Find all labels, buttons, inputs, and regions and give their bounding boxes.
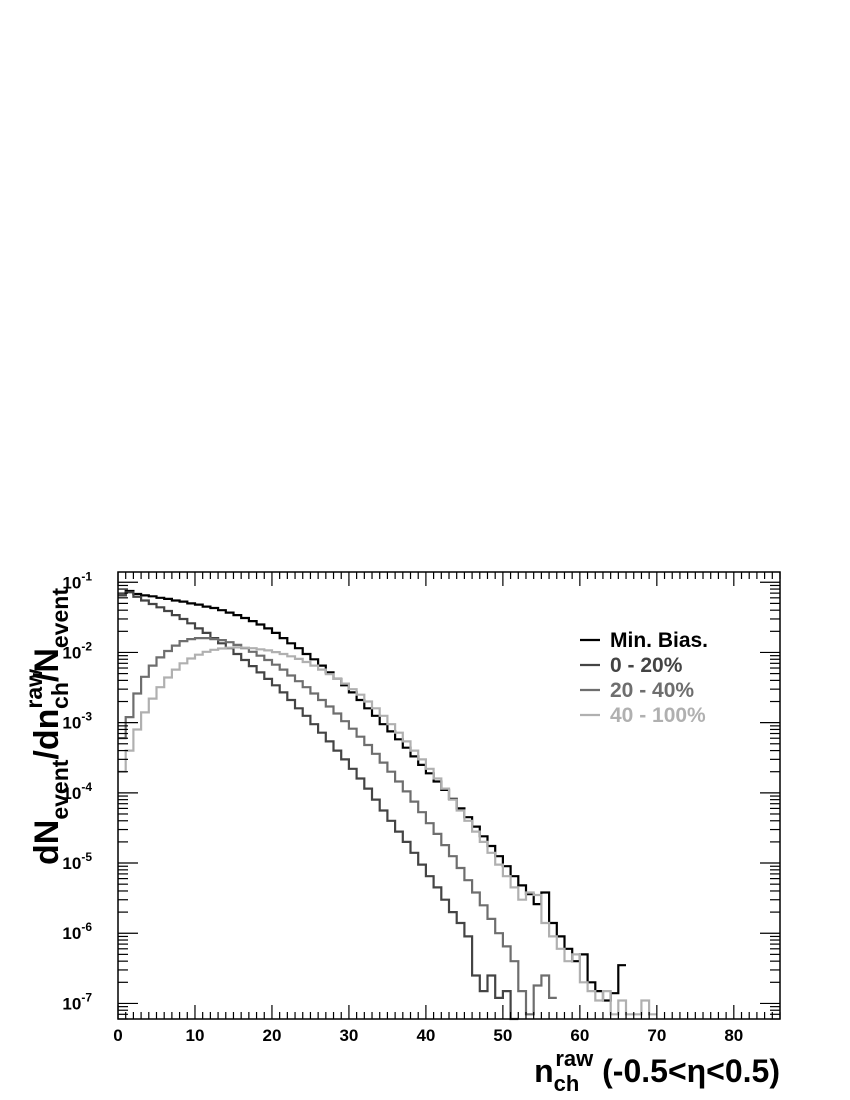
legend-label: 0 - 20% xyxy=(610,654,683,677)
tick-labels: 0 10 20 30 40 50 60 70 80 10-1 10-2 10-3 10-4 10-5 10-… xyxy=(62,569,743,1045)
x-tick-label: 60 xyxy=(570,1026,589,1045)
x-tick-label: 30 xyxy=(339,1026,358,1045)
y-axis-title: dNevent/dnrawch/Nevent xyxy=(21,588,73,865)
x-tick-label: 40 xyxy=(416,1026,435,1045)
legend: Min. Bias.0 - 20%20 - 40%40 - 100% xyxy=(580,629,708,727)
legend-label: Min. Bias. xyxy=(610,629,708,652)
y-tick-label: 10-6 xyxy=(62,920,92,943)
x-tick-label: 0 xyxy=(113,1026,122,1045)
series-line-1 xyxy=(118,591,519,1021)
series-layer xyxy=(118,589,657,1021)
legend-label: 20 - 40% xyxy=(610,679,694,702)
x-tick-label: 50 xyxy=(493,1026,512,1045)
y-tick-label: 10-3 xyxy=(62,710,92,733)
y-tick-label: 10-5 xyxy=(62,850,92,873)
legend-label: 40 - 100% xyxy=(610,704,706,727)
y-tick-label: 10-4 xyxy=(62,780,92,803)
y-tick-label: 10-7 xyxy=(62,990,92,1013)
y-tick-label: 10-2 xyxy=(62,639,92,662)
x-tick-label: 80 xyxy=(724,1026,743,1045)
x-tick-label: 70 xyxy=(647,1026,666,1045)
y-tick-label: 10-1 xyxy=(62,569,92,592)
x-tick-label: 10 xyxy=(186,1026,205,1045)
x-axis-title: nchraw (-0.5<η<0.5) xyxy=(534,1046,780,1096)
series-line-3 xyxy=(118,646,657,1016)
tick-layer xyxy=(117,572,781,1020)
series-line-2 xyxy=(118,637,557,1016)
x-tick-label: 20 xyxy=(262,1026,281,1045)
